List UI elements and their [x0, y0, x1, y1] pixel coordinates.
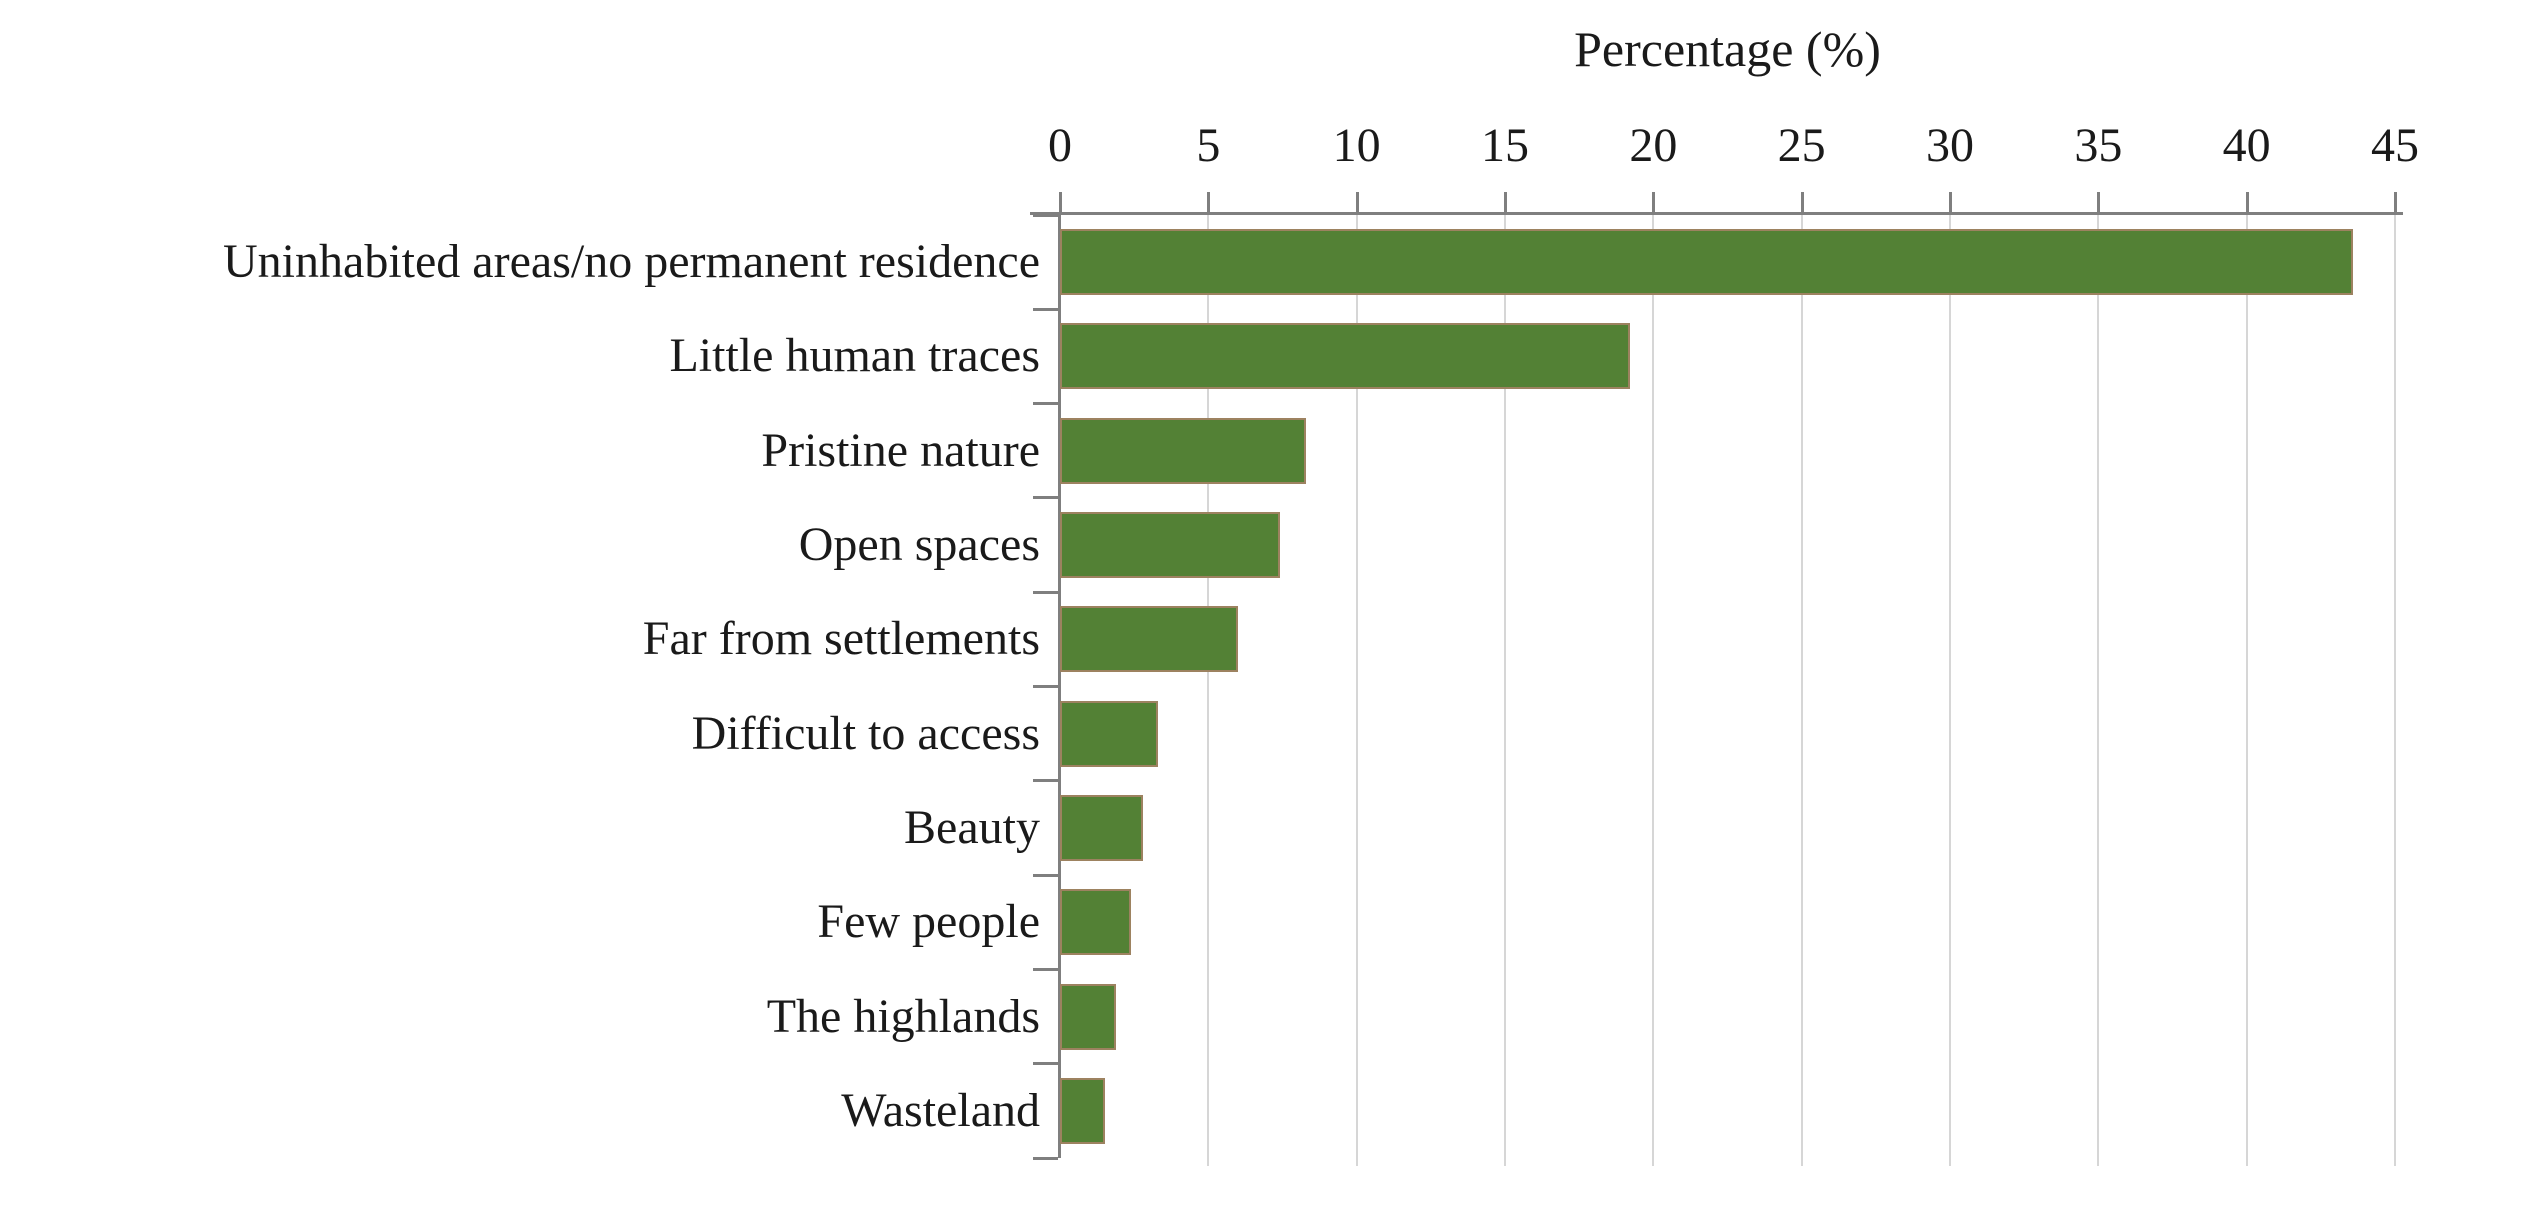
y-axis-tick: [1033, 590, 1058, 594]
gridline: [1207, 215, 1210, 1166]
category-label: Pristine nature: [761, 423, 1040, 477]
y-axis-tick: [1033, 496, 1058, 500]
gridline: [2097, 215, 2100, 1166]
bar: [1060, 323, 1630, 390]
y-axis-tick: [1033, 402, 1058, 406]
x-axis-tick: [2097, 192, 2101, 212]
gridline: [1355, 215, 1358, 1166]
category-label: Uninhabited areas/no permanent residence: [223, 235, 1040, 289]
gridline: [1504, 215, 1506, 1166]
x-axis-tick: [1504, 192, 1507, 212]
bar: [1060, 417, 1306, 484]
x-axis-tick: [1355, 192, 1359, 212]
y-axis-tick: [1033, 307, 1058, 311]
bar: [1060, 606, 1238, 673]
y-axis-tick: [1033, 213, 1058, 217]
gridline: [1800, 215, 1803, 1166]
bar: [1060, 700, 1158, 767]
y-axis-tick: [1033, 967, 1058, 971]
x-tick-label: 25: [1777, 119, 1826, 172]
category-label: Far from settlements: [642, 612, 1040, 666]
x-axis-tick: [2245, 192, 2249, 212]
category-label: Beauty: [904, 800, 1040, 854]
gridline: [1652, 215, 1655, 1166]
bar: [1060, 229, 2353, 296]
bar: [1060, 889, 1131, 956]
category-label: The highlands: [766, 989, 1040, 1043]
x-axis-tick: [1949, 192, 1952, 212]
plot-area: [1060, 215, 2396, 1166]
category-label: Little human traces: [669, 329, 1040, 383]
category-label: Open spaces: [798, 518, 1040, 572]
y-axis-tick: [1033, 873, 1058, 877]
x-axis-tick: [1207, 192, 1211, 212]
x-axis-title: Percentage (%): [1574, 21, 1881, 77]
y-axis-tick: [1033, 779, 1058, 783]
x-axis-line: [1030, 212, 2403, 215]
category-label: Few people: [817, 895, 1040, 949]
bar: [1060, 983, 1116, 1050]
x-axis-tick: [1800, 192, 1804, 212]
gridline: [1949, 215, 1951, 1166]
y-axis-line: [1058, 215, 1061, 1158]
bar: [1060, 1077, 1105, 1144]
x-axis-tick: [1652, 192, 1656, 212]
bar: [1060, 512, 1280, 579]
x-axis-tick: [2394, 192, 2397, 212]
category-label: Wasteland: [841, 1083, 1040, 1137]
x-tick-label: 40: [2222, 119, 2271, 172]
x-axis-tick: [1059, 192, 1062, 212]
y-axis-tick: [1033, 685, 1058, 688]
x-tick-label: 15: [1481, 119, 1529, 172]
gridline: [2245, 215, 2248, 1166]
x-tick-label: 20: [1629, 119, 1678, 172]
x-tick-label: 5: [1196, 119, 1221, 172]
x-tick-label: 0: [1048, 119, 1072, 172]
gridline: [2394, 215, 2396, 1166]
x-tick-label: 35: [2074, 119, 2123, 172]
x-tick-label: 10: [1332, 119, 1381, 172]
bar: [1060, 794, 1143, 861]
x-tick-label: 30: [1926, 119, 1974, 172]
category-label: Difficult to access: [691, 706, 1040, 760]
x-tick-label: 45: [2371, 119, 2419, 172]
y-axis-tick: [1033, 1156, 1058, 1160]
y-axis-tick: [1033, 1062, 1058, 1066]
